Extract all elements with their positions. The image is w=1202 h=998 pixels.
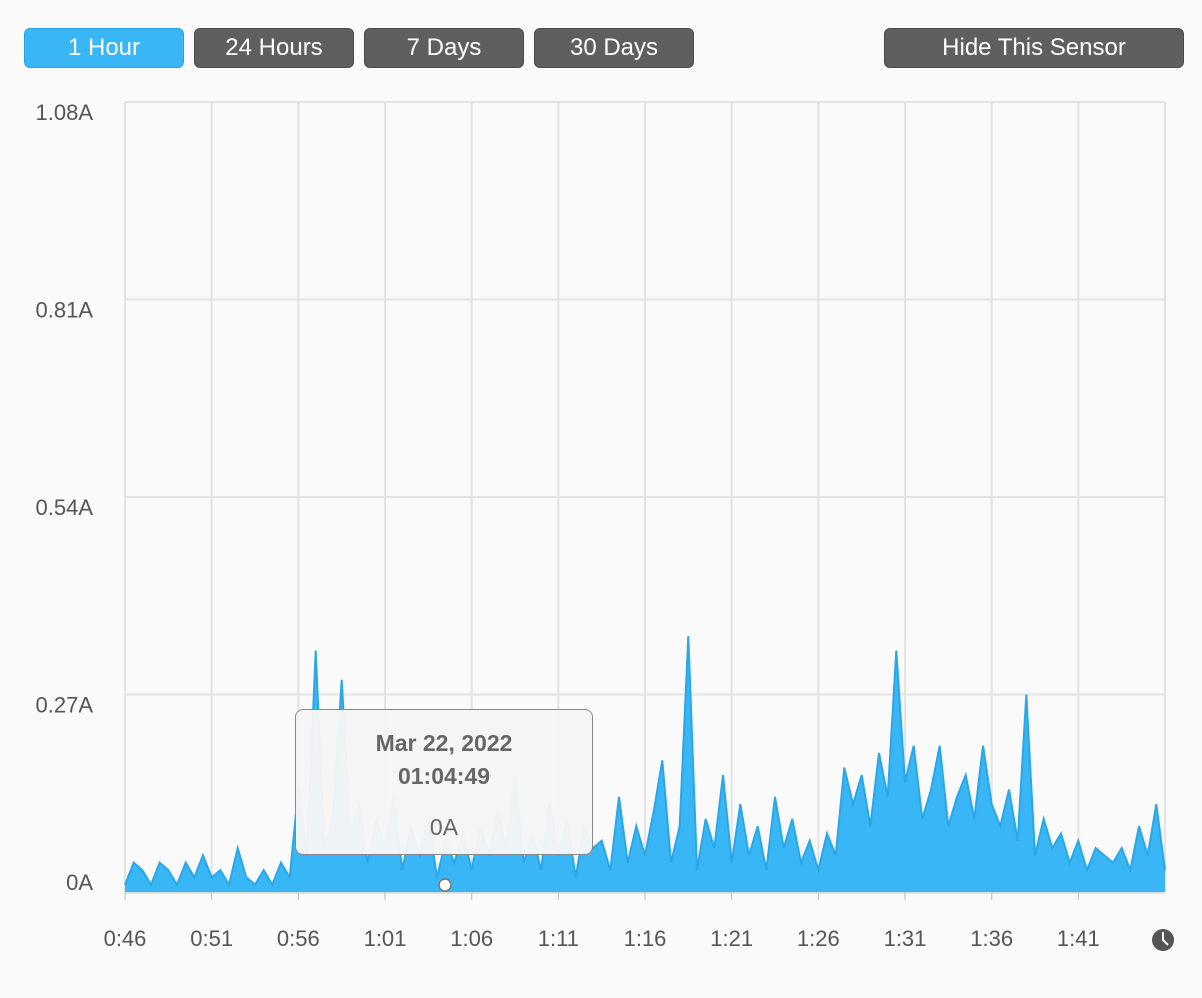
y-tick-label: 0A — [66, 870, 93, 895]
x-tick-label: 0:56 — [277, 926, 320, 951]
y-tick-label: 0.27A — [36, 692, 94, 717]
hide-sensor-button[interactable]: Hide This Sensor — [884, 28, 1184, 68]
clock-icon — [1152, 929, 1174, 951]
y-tick-label: 0.54A — [36, 495, 94, 520]
x-tick-label: 1:26 — [797, 926, 840, 951]
x-tick-label: 1:06 — [450, 926, 493, 951]
hover-point — [438, 878, 452, 892]
x-tick-label: 0:46 — [104, 926, 147, 951]
tooltip-date: Mar 22, 2022 — [375, 730, 513, 756]
tooltip-value: 0A — [429, 814, 459, 840]
x-tick-label: 0:51 — [190, 926, 233, 951]
range-button[interactable]: 1 Hour — [24, 28, 184, 68]
x-tick-label: 1:41 — [1057, 926, 1100, 951]
y-tick-label: 0.81A — [36, 297, 94, 322]
tooltip-time: 01:04:49 — [397, 763, 491, 789]
x-tick-label: 1:11 — [538, 926, 579, 951]
x-tick-label: 1:16 — [624, 926, 667, 951]
x-tick-label: 1:01 — [364, 926, 407, 951]
x-tick-label: 1:36 — [970, 926, 1013, 951]
y-tick-label: 1.08A — [36, 100, 94, 125]
x-tick-label: 1:21 — [710, 926, 753, 951]
tooltip: Mar 22, 2022 01:04:49 0A — [295, 709, 593, 855]
x-tick-label: 1:31 — [884, 926, 927, 951]
range-button[interactable]: 30 Days — [534, 28, 694, 68]
range-button[interactable]: 24 Hours — [194, 28, 354, 68]
area-fill — [125, 636, 1165, 892]
range-button[interactable]: 7 Days — [364, 28, 524, 68]
